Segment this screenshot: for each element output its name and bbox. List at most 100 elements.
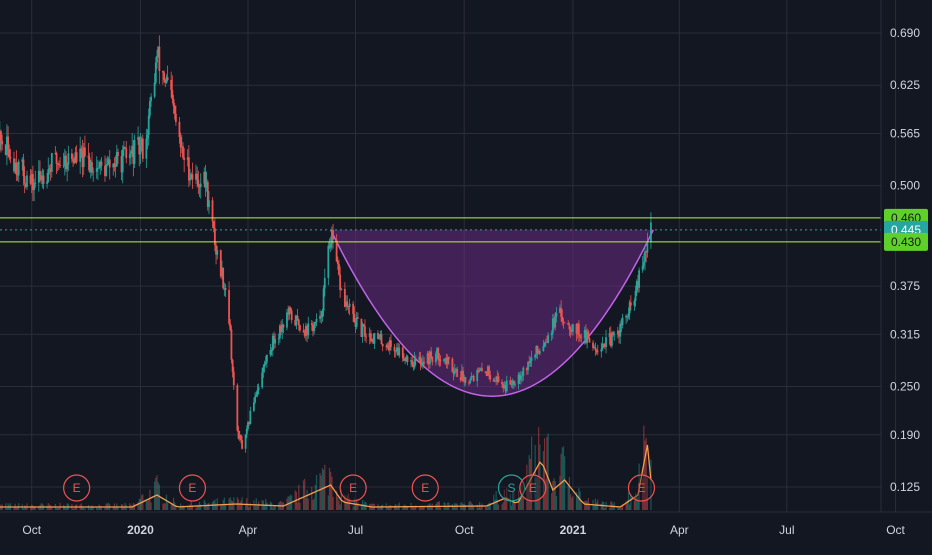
candle-body[interactable]: [290, 308, 292, 311]
candle-body[interactable]: [59, 165, 61, 166]
candle-body[interactable]: [356, 317, 358, 326]
candle-body[interactable]: [572, 324, 574, 332]
candle-body[interactable]: [180, 137, 182, 148]
candle-body[interactable]: [469, 380, 471, 383]
candle-body[interactable]: [208, 200, 210, 207]
candle-body[interactable]: [140, 145, 142, 154]
candle-body[interactable]: [96, 168, 98, 171]
earnings-event-marker[interactable]: E: [412, 475, 438, 501]
candle-body[interactable]: [423, 362, 425, 364]
candle-body[interactable]: [594, 347, 596, 350]
candle-body[interactable]: [174, 106, 176, 114]
candle-body[interactable]: [145, 139, 147, 159]
candle-body[interactable]: [612, 332, 614, 334]
candle-body[interactable]: [162, 71, 164, 72]
candle-body[interactable]: [527, 362, 529, 371]
candle-body[interactable]: [154, 83, 156, 97]
candle-body[interactable]: [314, 322, 316, 324]
candle-body[interactable]: [603, 344, 605, 345]
earnings-event-marker[interactable]: E: [520, 475, 546, 501]
candle-body[interactable]: [130, 151, 132, 154]
candle-body[interactable]: [261, 372, 263, 387]
candle-body[interactable]: [420, 357, 422, 364]
candle-body[interactable]: [560, 308, 562, 317]
candle-body[interactable]: [255, 395, 257, 397]
candle-body[interactable]: [311, 323, 313, 325]
candle-body[interactable]: [439, 359, 441, 361]
candle-body[interactable]: [522, 368, 524, 376]
candle-body[interactable]: [554, 317, 556, 328]
candle-body[interactable]: [511, 385, 513, 386]
candle-body[interactable]: [189, 178, 191, 180]
candle-body[interactable]: [506, 380, 508, 391]
candle-body[interactable]: [476, 370, 478, 381]
candle-body[interactable]: [431, 357, 433, 362]
candle-body[interactable]: [299, 325, 301, 330]
candle-body[interactable]: [602, 344, 604, 349]
candle-body[interactable]: [443, 359, 445, 361]
candle-body[interactable]: [225, 288, 227, 290]
candle-body[interactable]: [316, 319, 318, 322]
candle-body[interactable]: [156, 56, 158, 63]
candle-body[interactable]: [568, 325, 570, 329]
candle-body[interactable]: [349, 304, 351, 307]
candle-body[interactable]: [66, 165, 68, 170]
candle-body[interactable]: [555, 313, 557, 317]
candle-body[interactable]: [578, 324, 580, 336]
candle-body[interactable]: [374, 333, 376, 344]
candle-body[interactable]: [402, 347, 404, 358]
candle-body[interactable]: [613, 334, 615, 335]
candle-body[interactable]: [175, 114, 177, 122]
candle-body[interactable]: [23, 160, 25, 177]
candle-body[interactable]: [297, 316, 299, 320]
candle-body[interactable]: [241, 440, 243, 449]
candle-body[interactable]: [322, 311, 324, 317]
candle-body[interactable]: [630, 302, 632, 305]
candle-body[interactable]: [24, 176, 26, 183]
candle-body[interactable]: [236, 385, 238, 430]
candle-body[interactable]: [411, 360, 413, 364]
candle-body[interactable]: [249, 411, 251, 424]
candle-body[interactable]: [122, 150, 124, 173]
candle-body[interactable]: [339, 275, 341, 290]
candle-body[interactable]: [353, 314, 355, 322]
candle-body[interactable]: [479, 370, 481, 371]
candle-body[interactable]: [336, 240, 338, 262]
candle-body[interactable]: [622, 318, 624, 326]
earnings-event-marker[interactable]: E: [628, 475, 654, 501]
candle-body[interactable]: [394, 347, 396, 351]
candle-body[interactable]: [18, 162, 20, 176]
candle-body[interactable]: [338, 264, 340, 275]
candle-body[interactable]: [91, 162, 93, 172]
candle-body[interactable]: [435, 354, 437, 363]
candle-body[interactable]: [222, 268, 224, 288]
candle-body[interactable]: [183, 158, 185, 160]
candle-body[interactable]: [171, 90, 173, 99]
candle-body[interactable]: [465, 377, 467, 383]
candle-body[interactable]: [332, 230, 334, 240]
candle-body[interactable]: [563, 321, 565, 322]
candle-body[interactable]: [200, 184, 202, 188]
candle-body[interactable]: [488, 367, 490, 376]
candle-body[interactable]: [638, 270, 640, 288]
candle-body[interactable]: [98, 167, 100, 168]
candle-body[interactable]: [124, 147, 126, 148]
candle-body[interactable]: [291, 311, 293, 320]
candle-body[interactable]: [564, 323, 566, 324]
candle-body[interactable]: [228, 290, 230, 323]
candle-body[interactable]: [26, 175, 28, 187]
candle-body[interactable]: [456, 369, 458, 377]
candle-body[interactable]: [39, 171, 41, 176]
candle-body[interactable]: [33, 184, 35, 190]
candle-body[interactable]: [454, 370, 456, 374]
candle-body[interactable]: [197, 180, 199, 186]
candle-body[interactable]: [407, 356, 409, 361]
candle-body[interactable]: [278, 338, 280, 339]
candle-body[interactable]: [58, 164, 60, 165]
candle-body[interactable]: [15, 163, 17, 175]
candle-body[interactable]: [324, 278, 326, 289]
candle-body[interactable]: [579, 335, 581, 337]
candle-body[interactable]: [214, 228, 216, 245]
candle-body[interactable]: [142, 139, 144, 159]
